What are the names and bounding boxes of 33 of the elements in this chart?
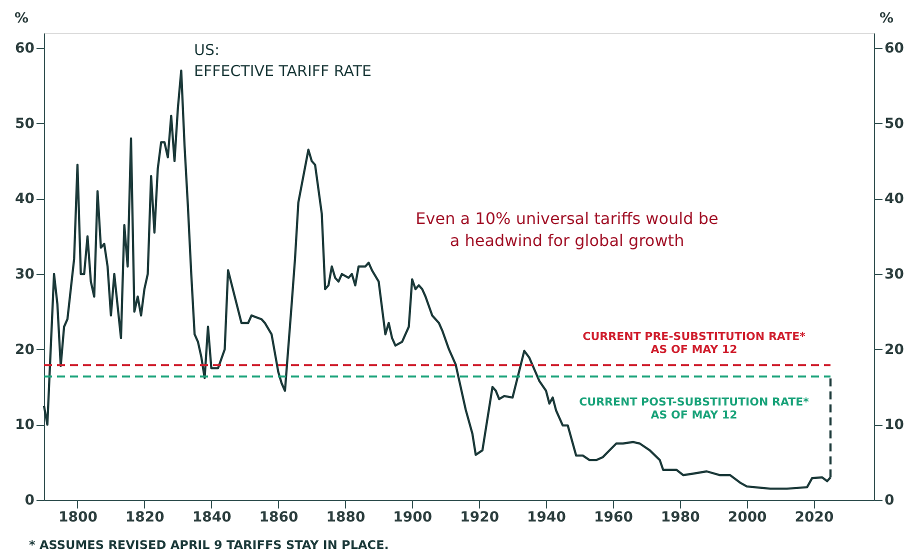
y2-tick-label: 40 xyxy=(884,191,904,208)
y-tick-label: 60 xyxy=(15,40,35,57)
y2-tick-label: 0 xyxy=(884,492,894,508)
text: * ASSUMES REVISED APRIL 9 TARIFFS STAY IN PLACE. xyxy=(29,538,389,550)
x-tick-label: 1960 xyxy=(594,510,634,526)
y-tick-label: 10 xyxy=(15,417,35,434)
y-tick-label: 40 xyxy=(15,191,35,208)
x-tick-label: 2020 xyxy=(794,510,834,526)
y-tick-label: 20 xyxy=(15,342,35,358)
y-tick-label: 50 xyxy=(15,116,35,132)
y2-tick-label: 20 xyxy=(884,342,904,358)
x-tick-label: 1900 xyxy=(393,510,432,526)
x-tick-label: 2000 xyxy=(728,510,768,526)
ref-line-label: CURRENT POST-SUBSTITUTION RATE* AS OF MAY 12 xyxy=(579,395,810,422)
y-tick-label: 30 xyxy=(15,266,35,283)
x-tick-label: 1940 xyxy=(527,510,566,526)
y2-tick-label: 30 xyxy=(884,266,904,283)
ref-line-label: CURRENT PRE-SUBSTITUTION RATE* AS OF MAY 12 xyxy=(582,330,806,356)
x-tick-label: 1920 xyxy=(460,510,500,526)
x-tick-label: 1980 xyxy=(660,510,700,526)
x-tick-label: 1860 xyxy=(259,510,299,526)
annotation: Even a 10% universal tariffs would be a headwind for global growth xyxy=(416,209,718,250)
y2-tick-label: 60 xyxy=(884,40,904,57)
x-tick-label: 1840 xyxy=(192,510,232,526)
y-axis-title: % xyxy=(14,10,29,26)
y2-axis-title: % xyxy=(880,10,894,26)
y2-tick-label: 10 xyxy=(884,417,904,434)
x-tick-label: 1800 xyxy=(58,510,98,526)
x-tick-label: 1880 xyxy=(326,510,366,526)
y2-tick-label: 50 xyxy=(884,116,904,132)
y-tick-label: 0 xyxy=(24,492,35,508)
x-tick-label: 1820 xyxy=(125,510,165,526)
annotation: US: EFFECTIVE TARIFF RATE xyxy=(194,41,372,80)
